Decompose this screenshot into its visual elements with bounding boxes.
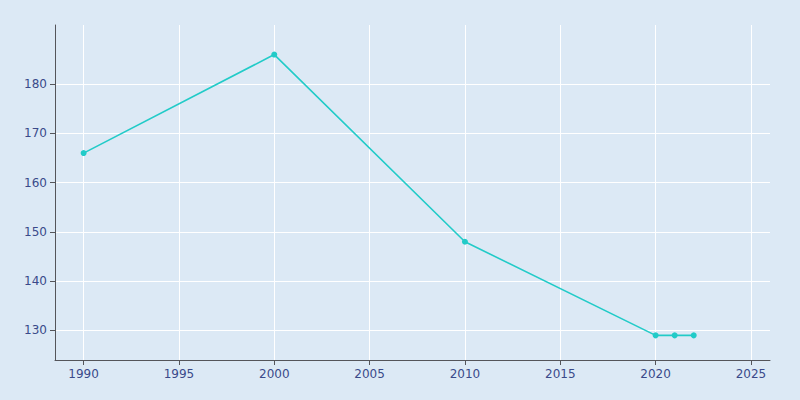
svg-text:2010: 2010 bbox=[450, 367, 481, 381]
svg-text:180: 180 bbox=[24, 77, 47, 91]
svg-text:2025: 2025 bbox=[736, 367, 767, 381]
svg-text:2005: 2005 bbox=[354, 367, 385, 381]
svg-text:1995: 1995 bbox=[164, 367, 195, 381]
svg-text:1990: 1990 bbox=[68, 367, 99, 381]
svg-text:2000: 2000 bbox=[259, 367, 290, 381]
svg-text:2015: 2015 bbox=[545, 367, 576, 381]
svg-text:170: 170 bbox=[24, 126, 47, 140]
svg-text:130: 130 bbox=[24, 323, 47, 337]
svg-text:150: 150 bbox=[24, 225, 47, 239]
svg-text:2020: 2020 bbox=[640, 367, 671, 381]
svg-text:160: 160 bbox=[24, 176, 47, 190]
svg-text:140: 140 bbox=[24, 274, 47, 288]
